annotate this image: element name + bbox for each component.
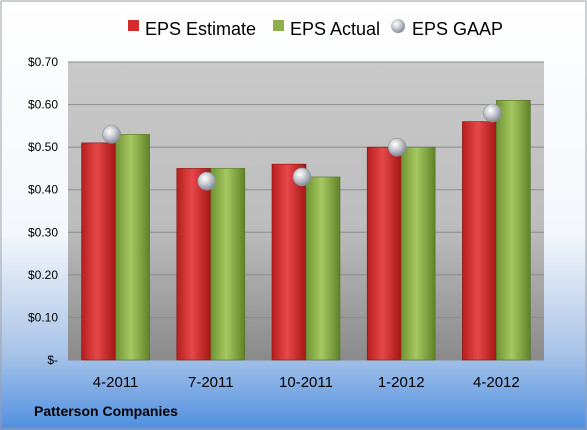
eps-estimate-bar — [271, 163, 307, 361]
chart-caption: Patterson Companies — [34, 403, 178, 419]
eps-estimate-bar — [81, 142, 116, 361]
legend: EPS Estimate EPS Actual EPS GAAP — [128, 19, 503, 39]
legend-label-eps-estimate: EPS Estimate — [145, 19, 256, 39]
legend-swatch-eps-actual — [273, 20, 284, 31]
legend-label-eps-gaap: EPS GAAP — [412, 19, 503, 39]
eps-actual-bar — [305, 176, 341, 361]
eps-gaap-marker — [292, 167, 312, 187]
y-tick-label: $0.40 — [28, 183, 58, 197]
eps-actual-bar — [210, 168, 246, 361]
legend-swatch-eps-gaap — [391, 19, 405, 33]
y-axis-ticks: $- $0.10 $0.20 $0.30 $0.40 $0.50 $0.60 $0.70 — [28, 55, 58, 367]
eps-actual-bar — [400, 146, 436, 361]
y-tick-label: $0.30 — [28, 225, 58, 239]
x-tick-label: 7-2011 — [188, 374, 234, 391]
x-tick-label: 1-2012 — [378, 374, 425, 391]
eps-estimate-bar — [462, 121, 497, 361]
x-tick-label: 10-2011 — [279, 374, 333, 391]
eps-estimate-bar — [366, 146, 402, 361]
y-tick-label: $- — [47, 353, 58, 367]
y-tick-label: $0.20 — [28, 268, 58, 282]
eps-gaap-marker — [387, 137, 407, 157]
legend-label-eps-actual: EPS Actual — [290, 19, 380, 39]
y-tick-label: $0.10 — [28, 310, 58, 324]
y-tick-label: $0.70 — [28, 55, 58, 69]
eps-actual-bar — [115, 134, 150, 361]
eps-gaap-marker — [197, 171, 217, 191]
y-tick-label: $0.60 — [28, 98, 58, 112]
bars — [81, 100, 531, 361]
eps-actual-bar — [496, 100, 531, 361]
y-tick-label: $0.50 — [28, 140, 58, 154]
legend-swatch-eps-estimate — [128, 20, 139, 31]
x-tick-label: 4-2011 — [93, 374, 139, 391]
gaap-markers — [102, 103, 502, 191]
eps-estimate-bar — [176, 168, 212, 361]
x-tick-label: 4-2012 — [473, 374, 520, 391]
eps-gaap-marker — [483, 103, 502, 123]
x-axis-labels: 4-2011 7-2011 10-2011 1-2012 4-2012 — [93, 374, 520, 391]
eps-gaap-marker — [102, 125, 121, 144]
